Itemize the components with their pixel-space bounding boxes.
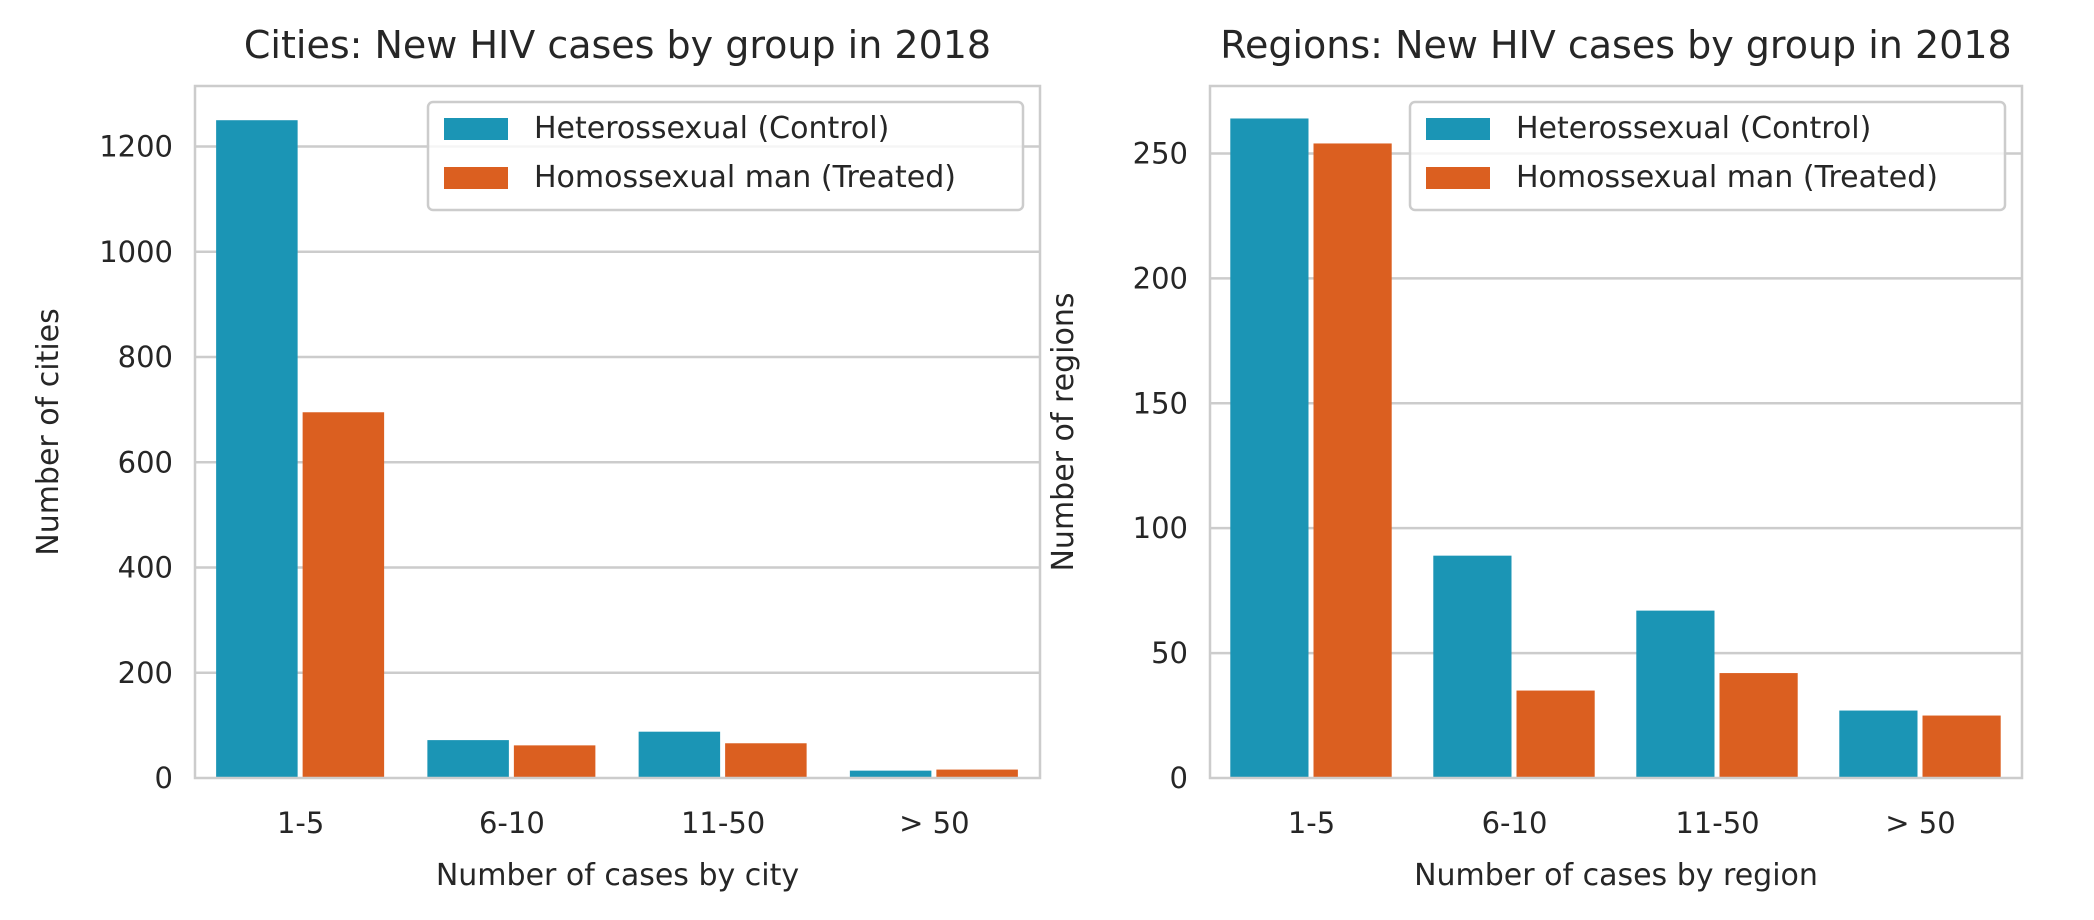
- x-tick-label: 6-10: [479, 806, 545, 840]
- bar-treated: [1313, 143, 1392, 778]
- x-tick-label: 11-50: [681, 806, 765, 840]
- legend-label: Heterossexual (Control): [534, 111, 889, 146]
- legend-swatch-control: [1426, 118, 1490, 140]
- legend-swatch-treated: [444, 167, 508, 189]
- bar-control: [638, 731, 721, 778]
- y-tick-label: 50: [1151, 636, 1188, 670]
- x-tick-label: 1-5: [277, 806, 324, 840]
- y-axis-label: Number of cities: [31, 308, 66, 556]
- axes-frame: [193, 84, 1042, 780]
- bar-control: [427, 740, 509, 778]
- bar-treated: [302, 412, 385, 778]
- bar-control: [849, 770, 932, 778]
- y-tick-label: 100: [1133, 511, 1188, 545]
- legend-swatch-treated: [1426, 167, 1490, 189]
- bar-control: [1230, 118, 1309, 778]
- y-tick-label: 800: [118, 340, 173, 374]
- bar-control: [216, 120, 298, 778]
- y-axis-label: Number of regions: [1046, 292, 1081, 571]
- bar-control: [1839, 710, 1918, 778]
- y-tick-label: 150: [1133, 386, 1188, 420]
- chart-title: Regions: New HIV cases by group in 2018: [1220, 23, 2011, 67]
- y-tick-label: 250: [1133, 136, 1188, 170]
- bar-treated: [1922, 715, 2001, 778]
- bar-treated: [1719, 673, 1798, 778]
- legend-swatch-control: [444, 118, 508, 140]
- y-tick-label: 200: [1133, 261, 1188, 295]
- y-tick-label: 1200: [99, 130, 173, 164]
- x-tick-label: 6-10: [1482, 806, 1548, 840]
- x-tick-label: > 50: [1885, 806, 1955, 840]
- legend-box: [1408, 100, 2007, 212]
- y-tick-label: 0: [155, 761, 173, 795]
- bar-treated: [936, 769, 1018, 778]
- legend-label: Homossexual man (Treated): [534, 160, 956, 195]
- chart-regions: 0 50 100 150 200 250 1-5 6-10 11-50 > 50 Number of…: [1046, 23, 2024, 893]
- legend: Heterossexual (Control) Homossexual man (…: [1408, 100, 2007, 212]
- y-tick-label: 200: [118, 656, 173, 690]
- legend-label: Homossexual man (Treated): [1516, 160, 1938, 195]
- bar-treated: [1516, 690, 1595, 778]
- y-tick-label: 0: [1170, 761, 1188, 795]
- chart-cities: 0 200 400 600 800 1000 1200 1-5 6-10 11-50 > 50 Num…: [31, 23, 1042, 893]
- legend-box: [426, 100, 1025, 212]
- x-tick-label: > 50: [899, 806, 969, 840]
- bar-treated: [725, 743, 807, 778]
- y-tick-label: 600: [118, 445, 173, 479]
- bar-treated: [513, 745, 596, 778]
- y-tick-label: 400: [118, 551, 173, 585]
- x-axis-label: Number of cases by region: [1414, 858, 1818, 893]
- x-tick-label: 11-50: [1675, 806, 1759, 840]
- chart-title: Cities: New HIV cases by group in 2018: [244, 23, 991, 67]
- legend-label: Heterossexual (Control): [1516, 111, 1871, 146]
- y-tick-label: 1000: [99, 235, 173, 269]
- bar-control: [1433, 555, 1512, 778]
- axes-frame: [1208, 84, 2024, 780]
- x-axis-label: Number of cases by city: [436, 858, 799, 893]
- legend: Heterossexual (Control) Homossexual man (…: [426, 100, 1025, 212]
- x-tick-label: 1-5: [1288, 806, 1335, 840]
- bar-control: [1636, 610, 1715, 778]
